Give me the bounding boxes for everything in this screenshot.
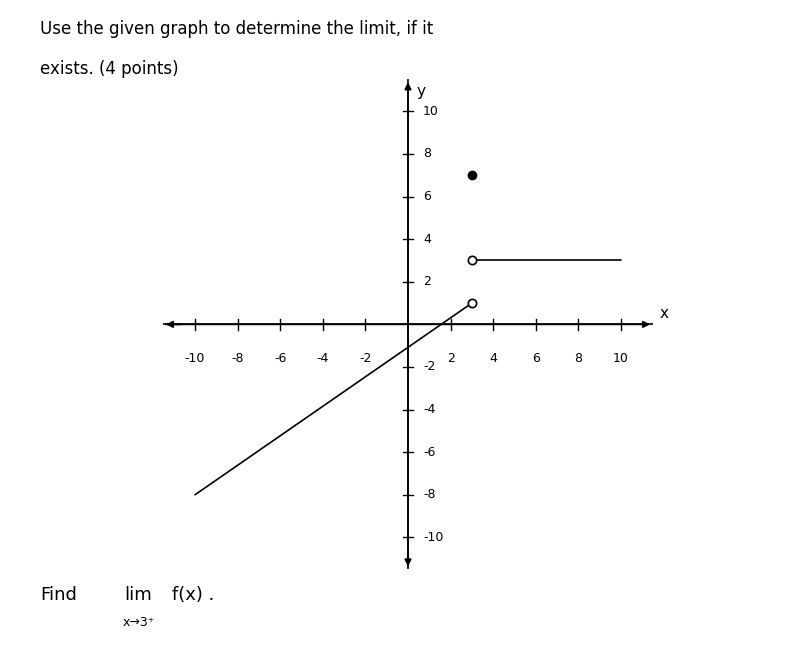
Text: -4: -4 [423,403,435,416]
Text: lim: lim [124,586,152,604]
Text: -2: -2 [423,361,435,373]
Text: -4: -4 [317,352,329,365]
Text: 4: 4 [423,232,430,246]
Text: f(x) .: f(x) . [172,586,214,604]
Text: 10: 10 [613,352,629,365]
Text: x→3⁺: x→3⁺ [122,616,154,629]
Text: -8: -8 [231,352,244,365]
Text: 8: 8 [574,352,582,365]
Text: -6: -6 [274,352,286,365]
Text: 6: 6 [423,190,430,203]
Text: exists. (4 points): exists. (4 points) [40,60,178,77]
Text: 2: 2 [446,352,454,365]
Text: 10: 10 [423,105,438,118]
Text: x: x [659,307,668,321]
Text: 6: 6 [532,352,540,365]
Text: 4: 4 [490,352,497,365]
Text: 8: 8 [423,148,431,160]
Text: 2: 2 [423,275,430,288]
Text: -10: -10 [423,531,443,544]
Text: -10: -10 [185,352,205,365]
Text: -8: -8 [423,489,435,501]
Text: Find: Find [40,586,77,604]
Text: y: y [417,83,426,99]
Text: Use the given graph to determine the limit, if it: Use the given graph to determine the lim… [40,20,434,38]
Text: -6: -6 [423,446,435,459]
Text: -2: -2 [359,352,371,365]
